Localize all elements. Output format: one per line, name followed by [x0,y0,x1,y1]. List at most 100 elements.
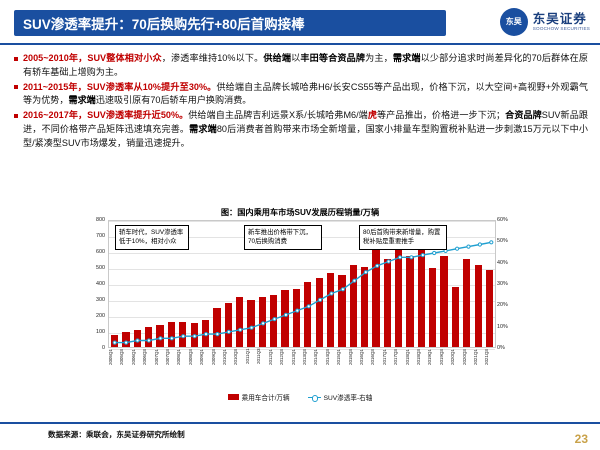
paragraph-3-text: 2016~2017年，SUV渗透率提升近50%。供给端自主品牌吉利远景X系/长城… [23,110,588,148]
text-run: ，渗透率维持10%以下。 [161,53,264,63]
paragraph-3: 2016~2017年，SUV渗透率提升近50%。供给端自主品牌吉利远景X系/长城… [14,109,588,150]
x-tick-label: 2008Q3 [187,349,193,365]
x-tick-label: 2010Q1 [222,349,228,365]
bullet-square-icon [14,56,18,61]
footer-divider [0,422,600,424]
gridline [109,333,495,334]
paragraph-2-text: 2011~2015年，SUV渗透率从10%提升至30%。供给端自主品牌长城哈弗H… [23,82,588,106]
chart-bar [224,302,232,347]
chart-bar-cell [143,221,154,347]
x-tick-label: 2015Q3 [347,349,353,365]
text-run: 需求端 [68,95,96,106]
y-tick-label-right: 30% [497,281,508,287]
chart-bar [372,249,380,347]
gridline [109,301,495,302]
chart-bar-cell [359,221,370,347]
chart-bar [281,290,289,347]
chart-bar-cell [438,221,449,347]
chart-bar [417,249,426,347]
slide-header: SUV渗透率提升：70后换购先行+80后首购接棒 东吴 东吴证券 SOOCHOW… [0,0,600,44]
chart-bar [122,332,130,347]
legend-item-line: SUV渗透率-右轴 [307,392,372,402]
x-tick-label: 2011Q3 [256,349,262,365]
text-run: 以少部分追求时尚差异化的70后群体在原有轿车基础上增购为主。 [23,53,588,77]
chart-bar-cell [382,221,393,347]
chart-bar-cell [154,221,165,347]
chart-line-series [112,240,494,345]
chart-bar [440,255,448,347]
x-tick-label: 2009Q3 [210,349,216,365]
x-tick-label: 2016Q1 [358,349,364,365]
chart-bar [360,266,369,347]
text-run: SUV新品跟进，不同价格带产品矩阵迅速填充完善。 [23,110,588,135]
x-tick-label: 2008Q1 [176,349,182,365]
y-tick-label-left: 700 [96,233,105,239]
chart-bar-cell [473,221,484,347]
y-tick-label-left: 500 [96,265,105,271]
chart-bar [451,287,460,347]
x-tick-label: 2010Q3 [233,349,239,365]
gridline [109,285,495,286]
chart-bar [167,321,176,347]
chart-bar [315,277,323,347]
chart-bar [383,258,391,347]
text-run: 虎 [367,110,377,121]
chart-bar-cell [302,221,313,347]
chart-bar [236,296,244,347]
chart-bar-cell [427,221,438,347]
y-tick-label-right: 10% [497,323,508,330]
bullet-square-icon [14,113,18,118]
logo-name-en: SOOCHOW SECURITIES [532,26,590,32]
x-tick-label: 2019Q1 [427,349,433,365]
x-tick-label: 2007Q3 [165,349,171,365]
legend-label-bar: 乘用车合计/万辆 [241,395,290,402]
x-tick-label: 2014Q1 [313,349,319,365]
x-tick-label: 2017Q1 [381,349,387,365]
x-tick-label: 2016Q3 [370,349,376,365]
chart-bar [395,243,403,347]
chart-bar-cell [336,221,347,347]
chart-bar [213,307,221,347]
text-run: 等产品推出，价格进一步下沉； [376,110,506,121]
text-run: 2005~2010年，SUV整体相对小众 [23,53,162,63]
gridline [109,317,495,318]
text-run: 需求端 [392,53,421,63]
x-tick-label: 2015Q1 [336,349,342,365]
chart-bar-cell [211,221,222,347]
chart-bar [292,288,301,347]
y-tick-label-left: 100 [96,329,105,335]
chart-bar [304,282,312,347]
x-tick-label: 2009Q1 [199,349,205,365]
chart-bar-cell [393,221,404,347]
x-tick-label: 2020Q1 [450,349,456,365]
chart-bar [326,272,335,347]
paragraph-1-text: 2005~2010年，SUV整体相对小众，渗透率维持10%以下。供给端以丰田等合… [23,53,588,77]
x-tick-label: 2019Q3 [438,349,444,365]
bullet-square-icon [14,85,18,90]
chart-callout-3: 80后首购带来新增量，购置税补贴是重要推手 [359,225,447,250]
text-run: 迅速吸引原有70后轿车用户换购消费。 [95,95,252,106]
x-tick-label: 2006Q3 [142,349,148,365]
chart-plot-area: 0 100 200 300 400 500 600 700 800 0% 10% 20% 30% 40%… [96,217,508,351]
chart-bar-cell [291,221,302,347]
x-tick-label: 2005Q3 [119,349,125,365]
chart-bar [485,269,494,347]
text-run: 为主， [365,53,393,63]
x-tick-label: 2014Q3 [324,349,330,365]
page-title-bar: SUV渗透率提升：70后换购先行+80后首购接棒 [14,10,446,36]
text-run: 供给端 [263,53,292,63]
gridline [109,269,495,270]
y-tick-label-left: 0 [102,345,105,351]
y-tick-label-left: 200 [96,313,105,319]
chart-figure: 图：国内乘用车市场SUV发展历程销量/万辆 0 100 200 300 400 500 60… [72,206,528,402]
body-text: 2005~2010年，SUV整体相对小众，渗透率维持10%以下。供给端以丰田等合… [14,52,588,152]
text-run: 需求端 [189,124,217,135]
logo-name-cn: 东吴证券 [532,11,587,26]
x-tick-label: 2013Q3 [301,349,307,365]
x-tick-label: 2018Q3 [415,349,421,365]
gridline [109,253,495,254]
company-logo: 东吴 东吴证券 SOOCHOW SECURITIES [499,8,590,36]
x-tick-label: 2006Q1 [130,349,136,365]
chart-callout-2: 新车推出价格带下沉，70后换购消费 [244,225,322,250]
chart-bar-cell [279,221,290,347]
